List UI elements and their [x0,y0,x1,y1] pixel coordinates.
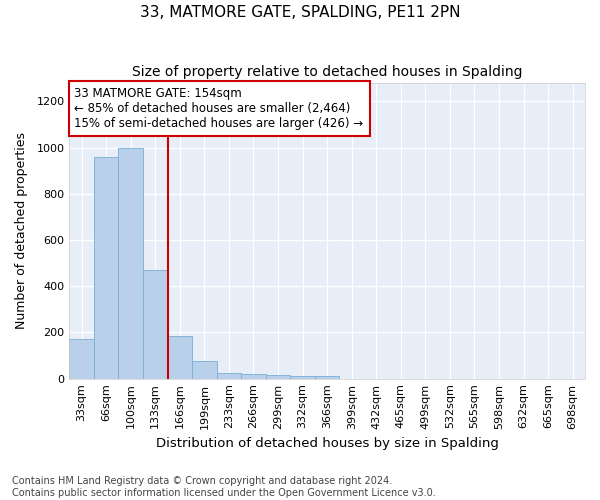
Bar [241,374,266,378]
X-axis label: Distribution of detached houses by size in Spalding: Distribution of detached houses by size … [156,437,499,450]
Bar [167,336,192,378]
Bar [118,148,143,378]
Text: Contains HM Land Registry data © Crown copyright and database right 2024.
Contai: Contains HM Land Registry data © Crown c… [12,476,436,498]
Bar [143,270,167,378]
Bar [192,362,217,378]
Title: Size of property relative to detached houses in Spalding: Size of property relative to detached ho… [132,65,523,79]
Bar [217,373,241,378]
Bar [94,157,118,378]
Bar [290,376,315,378]
Bar [70,340,94,378]
Y-axis label: Number of detached properties: Number of detached properties [15,132,28,330]
Text: 33, MATMORE GATE, SPALDING, PE11 2PN: 33, MATMORE GATE, SPALDING, PE11 2PN [140,5,460,20]
Text: 33 MATMORE GATE: 154sqm
← 85% of detached houses are smaller (2,464)
15% of semi: 33 MATMORE GATE: 154sqm ← 85% of detache… [74,88,364,130]
Bar [266,375,290,378]
Bar [315,376,340,378]
